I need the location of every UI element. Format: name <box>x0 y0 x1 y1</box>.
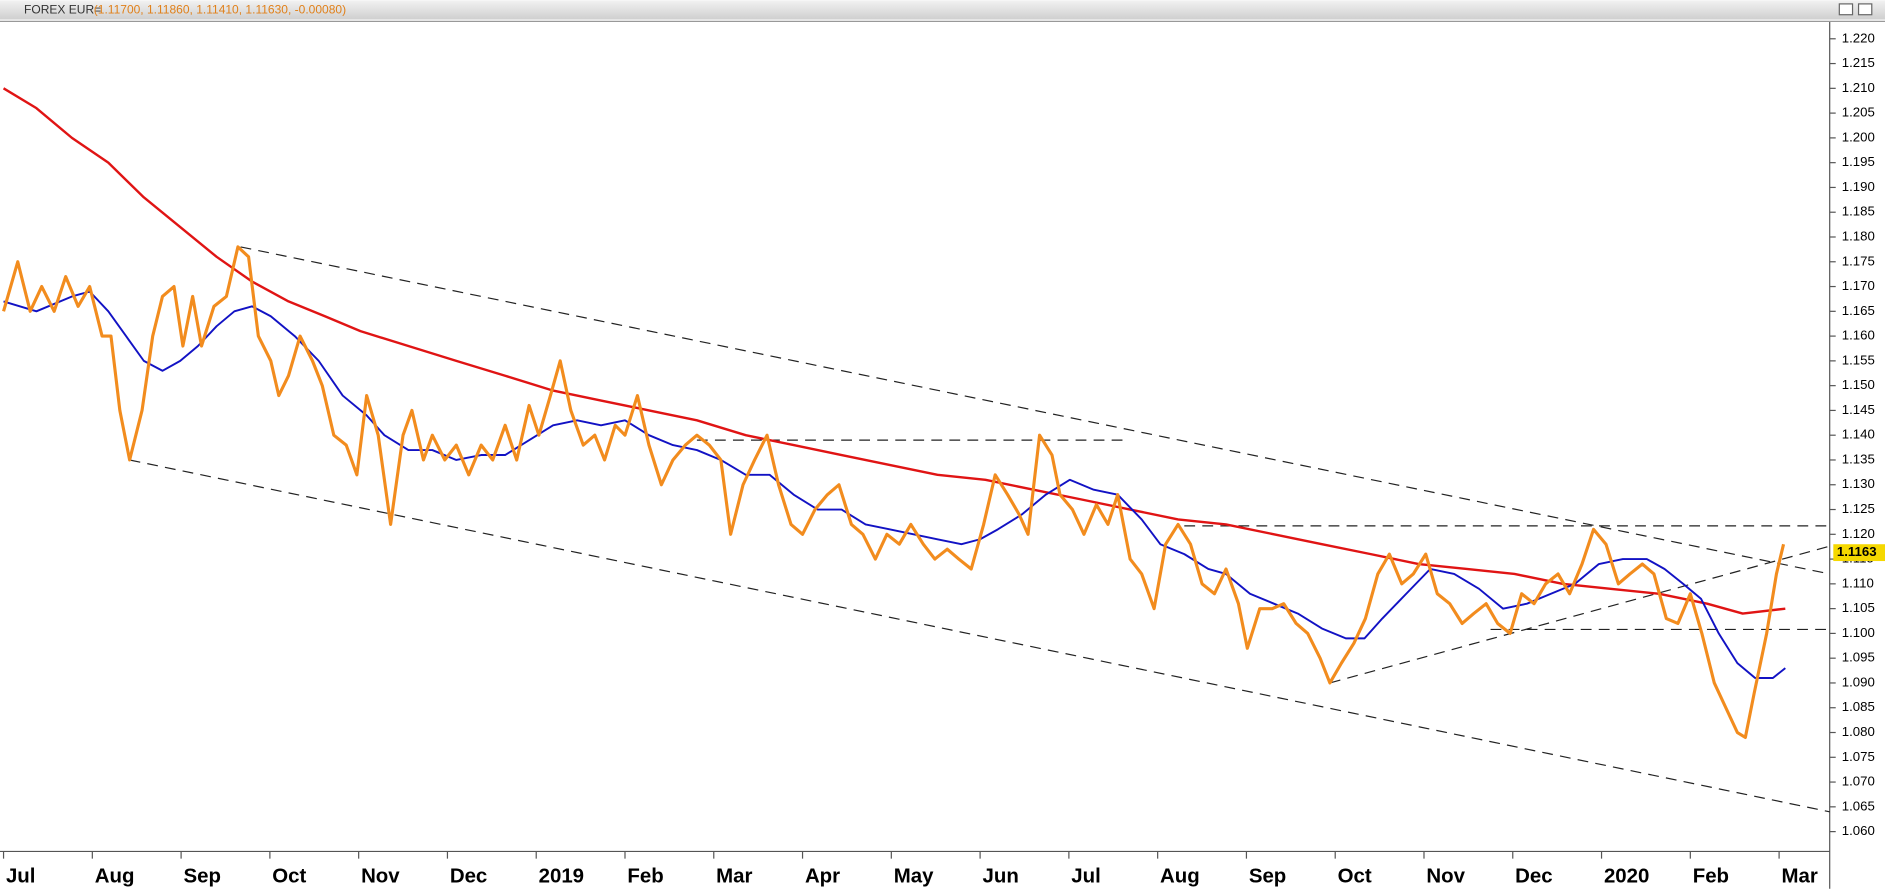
y-tick-label: 1.090 <box>1842 674 1875 689</box>
close-button[interactable] <box>1857 3 1873 16</box>
y-tick-label: 1.060 <box>1842 823 1875 838</box>
y-tick-label: 1.180 <box>1842 228 1875 243</box>
y-tick-label: 1.070 <box>1842 774 1875 789</box>
y-tick-label: 1.065 <box>1842 798 1875 813</box>
trendline <box>129 459 1830 813</box>
plot-area <box>0 21 1830 852</box>
y-tick-label: 1.110 <box>1842 575 1874 590</box>
restore-button[interactable] <box>1838 3 1854 16</box>
x-tick-label: Mar <box>1782 866 1818 888</box>
x-tick-label: 2020 <box>1604 866 1649 888</box>
y-tick-label: 1.130 <box>1842 476 1875 491</box>
y-tick-label: 1.155 <box>1842 352 1875 367</box>
x-tick-label: 2019 <box>539 866 584 888</box>
y-tick-label: 1.085 <box>1842 699 1875 714</box>
y-tick-label: 1.075 <box>1842 749 1875 764</box>
x-tick-label: Sep <box>1249 866 1286 888</box>
trendline <box>1329 545 1830 684</box>
series-line <box>2 87 1786 615</box>
x-tick-label: Oct <box>272 866 306 888</box>
y-tick-label: 1.195 <box>1842 154 1875 169</box>
y-tick-label: 1.095 <box>1842 650 1875 665</box>
y-tick-label: 1.190 <box>1842 179 1875 194</box>
y-tick-label: 1.150 <box>1842 377 1875 392</box>
chart-subtitle: (1.11700, 1.11860, 1.11410, 1.11630, -0.… <box>94 3 346 17</box>
y-tick-label: 1.145 <box>1842 402 1875 417</box>
y-tick-label: 1.080 <box>1842 724 1875 739</box>
y-tick-label: 1.165 <box>1842 303 1875 318</box>
x-tick-label: Feb <box>1693 866 1729 888</box>
y-tick-label: 1.185 <box>1842 204 1875 219</box>
y-tick-label: 1.105 <box>1842 600 1875 615</box>
y-tick-label: 1.210 <box>1842 80 1875 95</box>
x-tick-label: Sep <box>184 866 221 888</box>
x-tick-label: Apr <box>805 866 840 888</box>
y-tick-label: 1.100 <box>1842 625 1875 640</box>
y-tick-label: 1.120 <box>1842 526 1875 541</box>
y-tick-label: 1.135 <box>1842 451 1875 466</box>
header-bar <box>0 0 1885 20</box>
x-tick-label: Nov <box>361 866 400 888</box>
y-tick-label: 1.170 <box>1842 278 1875 293</box>
chart-title: FOREX EUR= <box>24 3 101 17</box>
axes-layer: 1.220 1.215 1.210 1.205 1.200 1.195 1.190 1.185… <box>2 30 1885 888</box>
x-tick-label: Jul <box>6 866 36 888</box>
series-line <box>2 245 1786 740</box>
x-tick-label: Aug <box>1160 866 1200 888</box>
x-tick-label: Mar <box>716 866 752 888</box>
y-tick-label: 1.220 <box>1842 30 1875 45</box>
last-value-label: 1.1163 <box>1837 544 1877 559</box>
y-tick-label: 1.215 <box>1842 55 1875 70</box>
y-tick-label: 1.175 <box>1842 253 1875 268</box>
y-tick-label: 1.125 <box>1842 501 1875 516</box>
y-tick-label: 1.200 <box>1842 129 1875 144</box>
x-tick-label: Aug <box>95 866 135 888</box>
last-value-box <box>1833 544 1885 562</box>
x-tick-label: Oct <box>1338 866 1372 888</box>
x-tick-label: Feb <box>627 866 663 888</box>
x-tick-label: Jul <box>1071 866 1101 888</box>
y-tick-label: 1.140 <box>1842 427 1875 442</box>
x-tick-label: Jun <box>983 866 1019 888</box>
y-tick-label: 1.205 <box>1842 105 1875 120</box>
x-tick-label: Nov <box>1426 866 1465 888</box>
x-tick-label: May <box>894 866 934 888</box>
plot-layer <box>2 87 1830 813</box>
y-tick-label: 1.160 <box>1842 328 1875 343</box>
x-tick-label: Dec <box>450 866 487 888</box>
x-tick-label: Dec <box>1515 866 1552 888</box>
